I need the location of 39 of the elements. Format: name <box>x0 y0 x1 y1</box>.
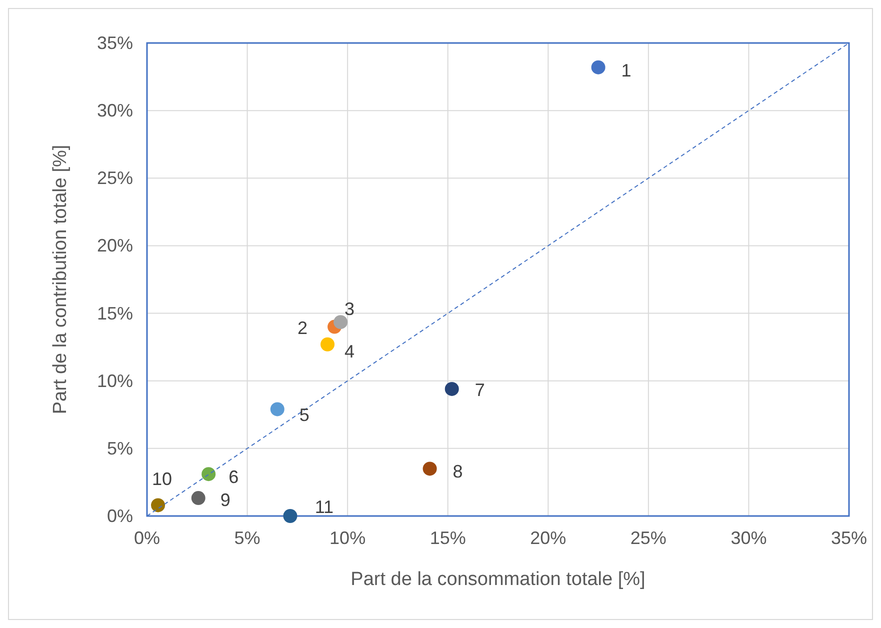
point <box>270 402 284 416</box>
x-tick-label: 35% <box>830 528 868 548</box>
point <box>191 491 206 506</box>
point <box>283 509 298 523</box>
x-tick-label: 5% <box>234 528 260 548</box>
annotation: 8 <box>452 462 463 482</box>
point <box>202 467 216 482</box>
x-tick-label: 30% <box>730 528 767 548</box>
x-axis-title: Part de la consommation totale [%] <box>350 569 646 590</box>
annotation: 11 <box>314 497 334 517</box>
y-tick-label: 30% <box>96 100 133 121</box>
y-tick-label: 5% <box>106 438 133 458</box>
annotation: 7 <box>474 380 485 400</box>
y-tick-label: 15% <box>96 303 133 324</box>
annotation: 6 <box>228 467 239 488</box>
x-tick-label: 0% <box>134 528 160 548</box>
annotation: 2 <box>298 318 308 338</box>
point <box>422 462 437 476</box>
y-axis-title: Part de la contribution totale [%] <box>50 144 71 414</box>
point <box>320 337 335 352</box>
point <box>151 498 166 512</box>
x-tick-label: 20% <box>530 528 566 548</box>
y-tick-label: 20% <box>96 236 133 256</box>
point <box>334 315 348 330</box>
annotation: 1 <box>621 60 632 80</box>
annotation: 9 <box>220 490 230 510</box>
x-tick-label: 10% <box>330 528 366 548</box>
x-tick-label: 15% <box>430 528 466 548</box>
y-tick-label: 25% <box>96 168 133 188</box>
x-tick-label: 25% <box>630 528 666 548</box>
y-tick-label: 10% <box>96 370 133 391</box>
annotation: 3 <box>344 299 355 320</box>
y-tick-label: 0% <box>106 506 133 526</box>
point <box>591 60 606 74</box>
y-tick-label: 35% <box>96 33 133 53</box>
annotation: 5 <box>299 405 310 426</box>
annotation: 4 <box>344 341 355 362</box>
annotation: 10 <box>152 469 172 490</box>
point <box>444 382 459 396</box>
